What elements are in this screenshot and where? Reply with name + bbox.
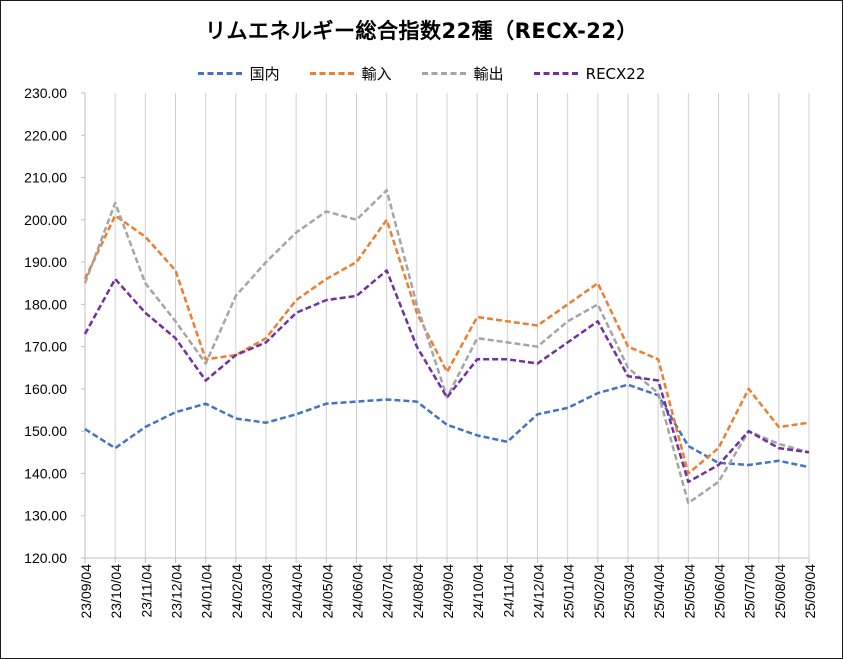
- x-tick-label: 24/03/04: [259, 564, 275, 619]
- y-tick-label: 160.00: [24, 381, 67, 397]
- legend-swatch-export: [421, 72, 466, 75]
- x-tick-label: 25/07/04: [742, 564, 758, 619]
- x-tick-label: 24/05/04: [319, 564, 335, 619]
- x-tick-label: 23/10/04: [108, 564, 124, 619]
- y-tick-label: 170.00: [24, 339, 67, 355]
- x-tick-label: 25/05/04: [681, 564, 697, 619]
- legend-label-domestic: 国内: [249, 65, 280, 83]
- legend-label-import: 輸入: [361, 65, 392, 83]
- legend: 国内 輸入 輸出 RECX22: [1, 63, 842, 84]
- y-tick-label: 200.00: [24, 212, 67, 228]
- legend-item-import: 輸入: [309, 63, 392, 84]
- x-tick-label: 24/10/04: [470, 564, 486, 619]
- x-tick-label: 24/01/04: [199, 564, 215, 619]
- y-tick-label: 210.00: [24, 170, 67, 186]
- legend-label-recx22: RECX22: [585, 64, 646, 83]
- y-tick-label: 180.00: [24, 296, 67, 312]
- x-tick-label: 24/04/04: [289, 564, 305, 619]
- x-tick-label: 24/08/04: [410, 564, 426, 619]
- x-tick-label: 25/01/04: [561, 564, 577, 619]
- series-line-国内: [84, 383, 810, 469]
- y-axis: 120.00 130.00 140.00 150.00 160.00 170.00 180.…: [24, 85, 86, 566]
- x-axis: 23/09/04 23/10/04 23/11/04 23/12/04 24/01/04…: [78, 557, 818, 619]
- x-tick-label: 24/07/04: [380, 564, 396, 619]
- series-lines: [83, 188, 810, 505]
- x-tick-label: 24/06/04: [350, 564, 366, 619]
- x-tick-label: 24/12/04: [531, 564, 547, 619]
- y-tick-label: 220.00: [24, 127, 67, 143]
- x-tick-label: 25/09/04: [802, 564, 818, 619]
- y-tick-label: 190.00: [24, 254, 67, 270]
- x-tick-label: 25/08/04: [772, 564, 788, 619]
- chart-title: リムエネルギー総合指数22種（RECX-22）: [204, 19, 639, 43]
- series-line-RECX22: [83, 269, 810, 484]
- y-tick-label: 130.00: [24, 508, 67, 524]
- legend-item-export: 輸出: [421, 63, 504, 84]
- y-tick-label: 230.00: [24, 85, 67, 101]
- legend-item-recx22: RECX22: [533, 63, 646, 84]
- legend-swatch-recx22: [533, 72, 578, 75]
- x-tick-label: 23/09/04: [78, 564, 94, 619]
- legend-item-domestic: 国内: [197, 63, 280, 84]
- x-tick-label: 25/03/04: [621, 564, 637, 619]
- legend-swatch-domestic: [197, 72, 242, 75]
- x-tick-label: 23/12/04: [169, 564, 185, 619]
- legend-swatch-import: [309, 72, 354, 75]
- x-tick-label: 25/04/04: [651, 564, 667, 619]
- x-tick-label: 25/06/04: [712, 564, 728, 619]
- series-line-輸入: [83, 214, 810, 475]
- x-tick-label: 24/09/04: [440, 564, 456, 619]
- x-tick-label: 24/02/04: [229, 564, 245, 619]
- series-line-輸出: [83, 188, 810, 505]
- y-tick-label: 120.00: [24, 550, 67, 566]
- legend-label-export: 輸出: [473, 65, 504, 83]
- x-tick-label: 23/11/04: [138, 564, 154, 618]
- x-tick-label: 24/11/04: [500, 564, 516, 618]
- x-tick-label: 25/02/04: [591, 564, 607, 619]
- y-tick-label: 140.00: [24, 465, 67, 481]
- y-tick-label: 150.00: [24, 423, 67, 439]
